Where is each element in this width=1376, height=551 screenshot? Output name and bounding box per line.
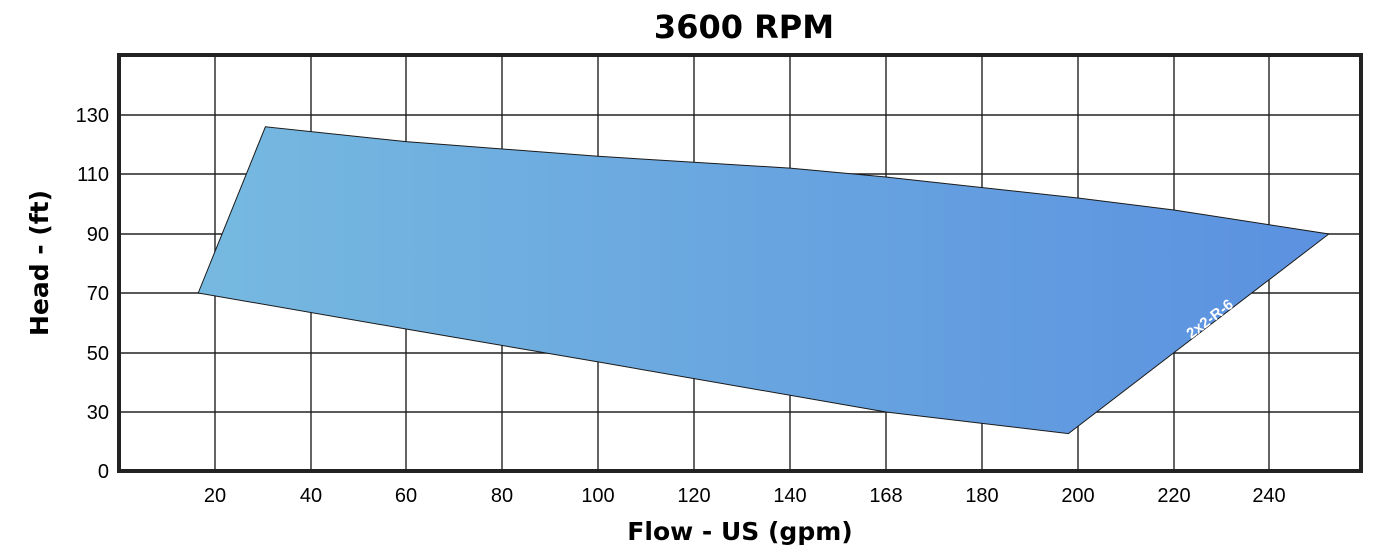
operating-region [197, 126, 1331, 435]
chart-title: 3600 RPM [654, 8, 834, 46]
x-tick-label: 168 [869, 485, 902, 507]
x-tick-label: 20 [204, 485, 226, 507]
x-tick-label: 140 [773, 485, 806, 507]
y-tick-label: 0 [98, 461, 109, 483]
y-tick-label: 110 [77, 164, 109, 186]
x-tick-labels: 20 40 60 80 100 120 140 168 180 200 220 240 [204, 485, 1286, 507]
x-tick-label: 240 [1252, 485, 1285, 507]
x-tick-label: 220 [1157, 485, 1190, 507]
y-axis-label: Head - (ft) [25, 190, 54, 336]
y-tick-label: 90 [87, 224, 109, 246]
x-tick-label: 100 [581, 485, 614, 507]
x-tick-label: 60 [395, 485, 417, 507]
y-tick-label: 130 [76, 105, 109, 127]
plot-frame [117, 53, 1363, 473]
y-tick-label: 50 [87, 343, 109, 365]
x-tick-label: 200 [1061, 485, 1094, 507]
x-tick-label: 80 [491, 485, 513, 507]
x-tick-label: 180 [965, 485, 998, 507]
y-tick-labels: 0 30 50 70 90 110 130 [76, 105, 109, 483]
x-tick-label: 40 [300, 485, 322, 507]
x-tick-label: 120 [677, 485, 710, 507]
y-tick-label: 70 [87, 283, 109, 305]
y-tick-label: 30 [87, 402, 109, 424]
x-axis-label: Flow - US (gpm) [627, 517, 852, 546]
